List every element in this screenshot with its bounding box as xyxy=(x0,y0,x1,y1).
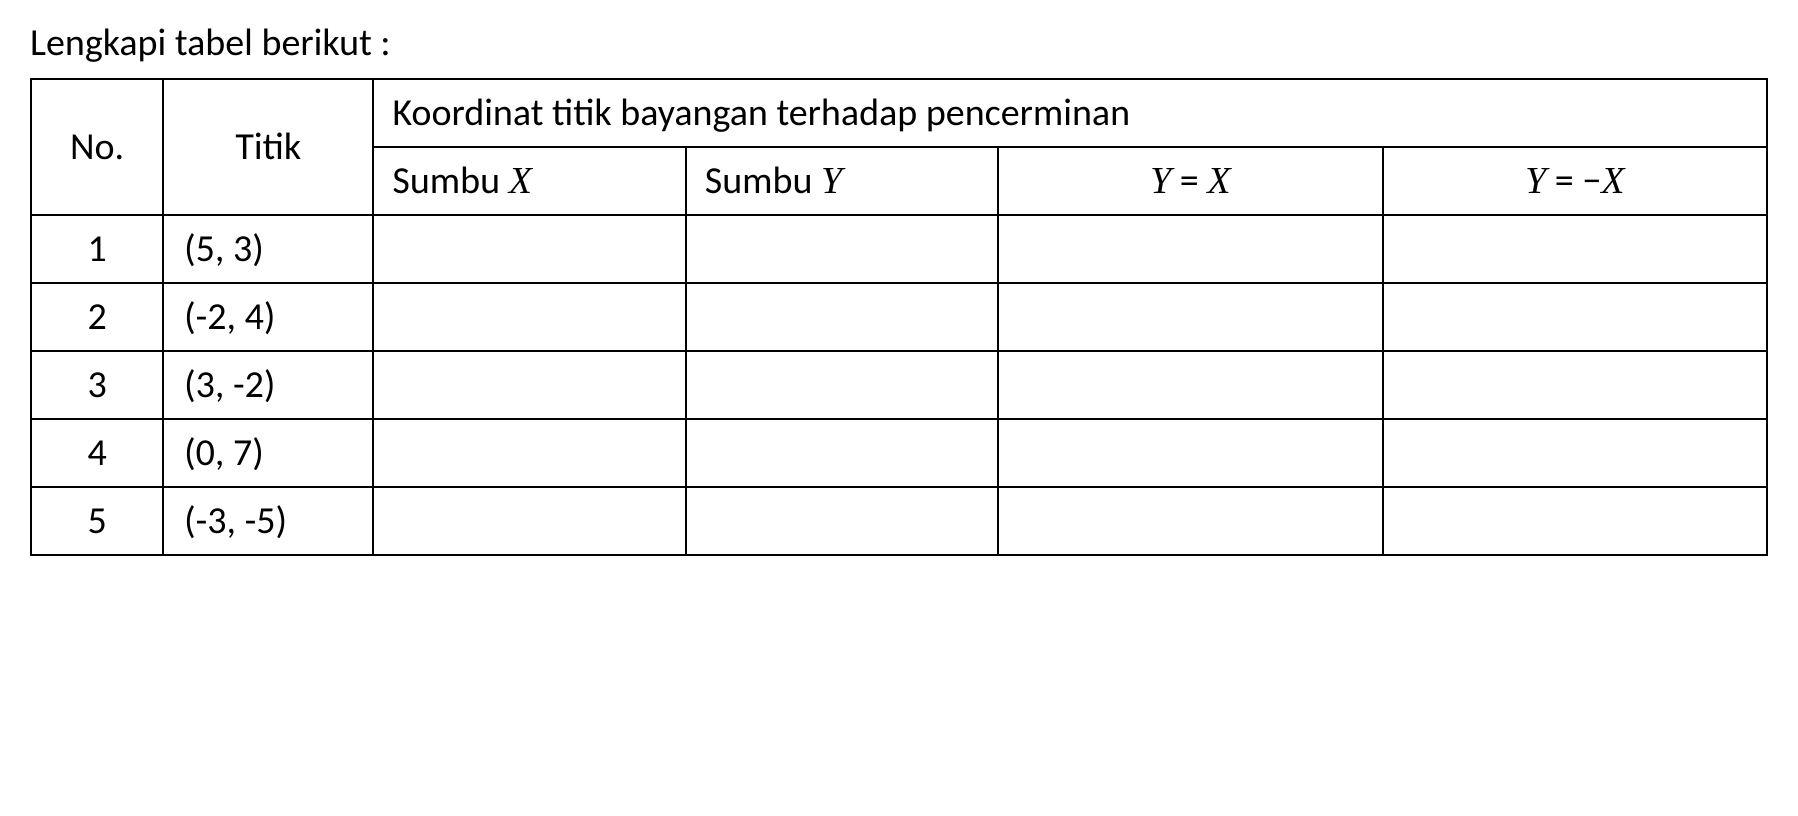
header-titik: Titik xyxy=(163,79,373,215)
cell-yx[interactable] xyxy=(998,351,1382,419)
header-koordinat-span: Koordinat titik bayangan terhadap pencer… xyxy=(373,79,1767,147)
reflection-table: No. Titik Koordinat titik bayangan terha… xyxy=(30,78,1768,556)
cell-ynx[interactable] xyxy=(1383,487,1767,555)
ynx-neg: − xyxy=(1582,158,1601,204)
cell-no: 5 xyxy=(31,487,163,555)
sumbu-y-var: Y xyxy=(821,160,842,202)
header-y-equals-x: Y = X xyxy=(998,147,1382,215)
cell-sumbu-x[interactable] xyxy=(373,419,685,487)
cell-sumbu-x[interactable] xyxy=(373,215,685,283)
instruction-text: Lengkapi tabel berikut : xyxy=(30,20,1768,66)
table-row: 1 (5, 3) xyxy=(31,215,1767,283)
cell-ynx[interactable] xyxy=(1383,351,1767,419)
table-row: 4 (0, 7) xyxy=(31,419,1767,487)
cell-ynx[interactable] xyxy=(1383,283,1767,351)
cell-yx[interactable] xyxy=(998,487,1382,555)
header-sumbu-x: Sumbu X xyxy=(373,147,685,215)
cell-titik: (-3, -5) xyxy=(163,487,373,555)
yx-x: X xyxy=(1207,160,1230,202)
cell-sumbu-x[interactable] xyxy=(373,351,685,419)
sumbu-y-prefix: Sumbu xyxy=(705,158,821,204)
cell-no: 2 xyxy=(31,283,163,351)
table-row: 3 (3, -2) xyxy=(31,351,1767,419)
sumbu-x-var: X xyxy=(509,160,532,202)
cell-ynx[interactable] xyxy=(1383,215,1767,283)
sumbu-x-prefix: Sumbu xyxy=(392,158,508,204)
cell-titik: (-2, 4) xyxy=(163,283,373,351)
yx-eq: = xyxy=(1171,158,1207,204)
cell-sumbu-y[interactable] xyxy=(686,419,998,487)
cell-yx[interactable] xyxy=(998,283,1382,351)
cell-titik: (5, 3) xyxy=(163,215,373,283)
cell-no: 3 xyxy=(31,351,163,419)
header-no: No. xyxy=(31,79,163,215)
yx-y: Y xyxy=(1150,160,1171,202)
cell-sumbu-y[interactable] xyxy=(686,283,998,351)
cell-sumbu-x[interactable] xyxy=(373,283,685,351)
ynx-eq: = xyxy=(1546,158,1582,204)
table-row: 5 (-3, -5) xyxy=(31,487,1767,555)
cell-sumbu-y[interactable] xyxy=(686,487,998,555)
ynx-y: Y xyxy=(1525,160,1546,202)
cell-yx[interactable] xyxy=(998,215,1382,283)
cell-no: 4 xyxy=(31,419,163,487)
cell-no: 1 xyxy=(31,215,163,283)
cell-titik: (0, 7) xyxy=(163,419,373,487)
cell-yx[interactable] xyxy=(998,419,1382,487)
header-y-equals-neg-x: Y = −X xyxy=(1383,147,1767,215)
cell-ynx[interactable] xyxy=(1383,419,1767,487)
cell-sumbu-x[interactable] xyxy=(373,487,685,555)
header-sumbu-y: Sumbu Y xyxy=(686,147,998,215)
cell-titik: (3, -2) xyxy=(163,351,373,419)
ynx-x: X xyxy=(1601,160,1624,202)
cell-sumbu-y[interactable] xyxy=(686,351,998,419)
header-row-1: No. Titik Koordinat titik bayangan terha… xyxy=(31,79,1767,147)
table-row: 2 (-2, 4) xyxy=(31,283,1767,351)
cell-sumbu-y[interactable] xyxy=(686,215,998,283)
table-body: 1 (5, 3) 2 (-2, 4) 3 (3, -2) 4 (0, 7) xyxy=(31,215,1767,555)
